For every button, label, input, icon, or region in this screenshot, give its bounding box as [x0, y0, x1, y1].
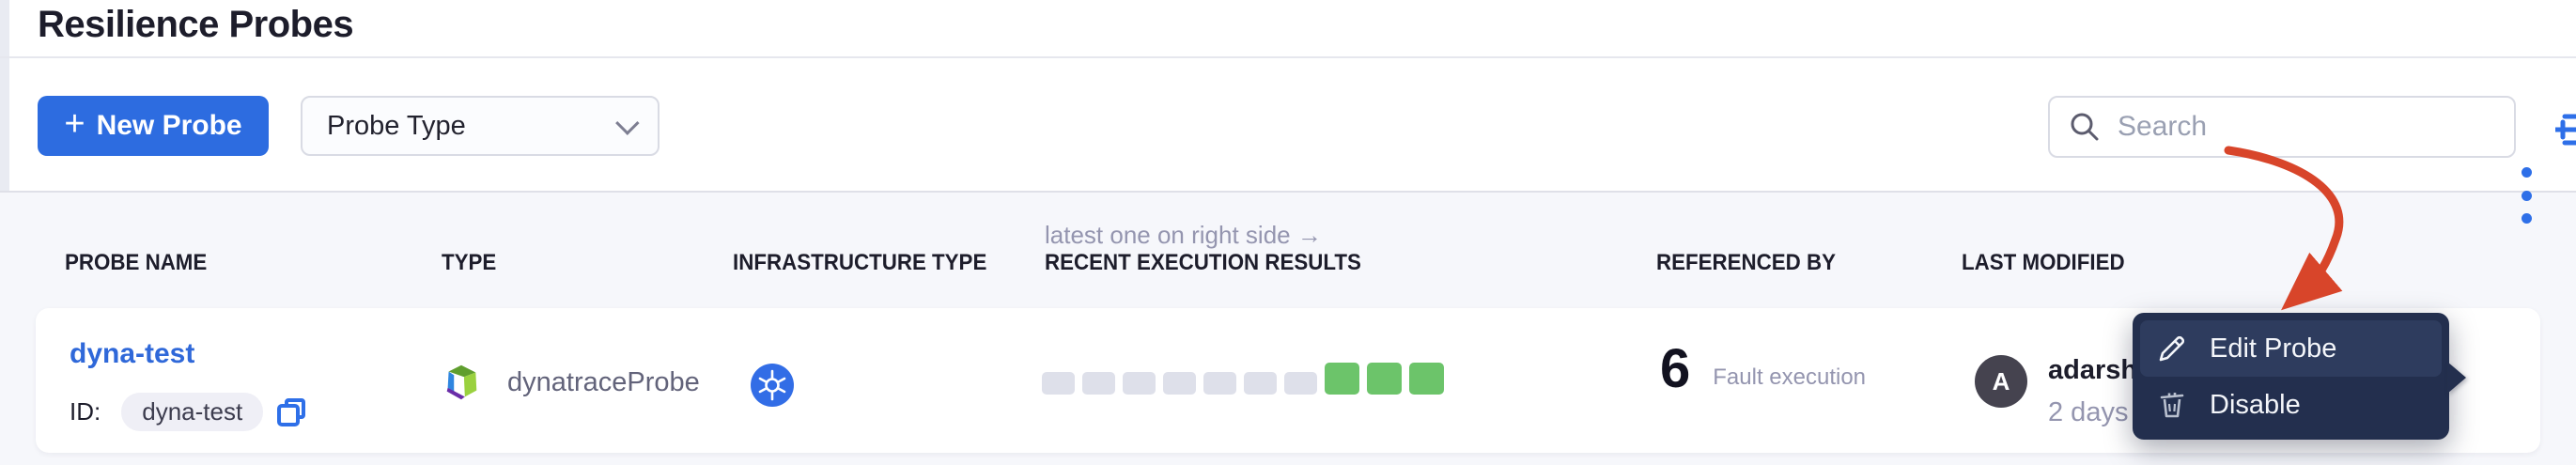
kebab-dot [2521, 167, 2532, 178]
kebab-dot [2521, 213, 2532, 224]
probe-id-label: ID: [70, 397, 101, 426]
execution-status-square-none[interactable] [1082, 372, 1115, 395]
probe-id-row: ID: dyna-test [70, 393, 308, 431]
menu-item-label: Disable [2210, 389, 2301, 420]
filter-settings-icon[interactable] [2555, 109, 2576, 150]
trash-icon [2160, 393, 2184, 418]
kubernetes-icon [751, 364, 794, 407]
probes-table: latest one on right side → PROBE NAME TY… [0, 191, 2576, 465]
probe-type-label: dynatraceProbe [507, 366, 700, 397]
probe-name-link[interactable]: dyna-test [70, 338, 195, 369]
page-title: Resilience Probes [38, 4, 354, 45]
execution-status-square-none[interactable] [1244, 372, 1277, 395]
search-box[interactable] [2048, 96, 2516, 158]
column-header-recent-execution-results: RECENT EXECUTION RESULTS [1045, 250, 1361, 275]
search-icon [2071, 113, 2099, 141]
execution-status-square-none[interactable] [1042, 372, 1075, 395]
probe-type-dropdown[interactable]: Probe Type [301, 96, 660, 156]
last-modified-cell: A adarsh 2 days a [1975, 334, 2138, 428]
referenced-by-count: 6 [1660, 338, 1691, 399]
menu-item-label: Edit Probe [2210, 333, 2337, 364]
column-header-referenced-by: REFERENCED BY [1656, 250, 1836, 275]
column-header-type: TYPE [442, 250, 497, 275]
new-probe-button[interactable]: + New Probe [38, 96, 269, 156]
column-header-last-modified: LAST MODIFIED [1962, 250, 2125, 275]
kebab-dot [2521, 190, 2532, 201]
copy-icon[interactable] [276, 396, 308, 428]
row-actions-kebab-menu[interactable] [2510, 167, 2542, 224]
menu-item-edit-probe[interactable]: Edit Probe [2140, 320, 2442, 377]
infrastructure-type-cell [750, 363, 795, 412]
execution-results-note: latest one on right side → [1045, 221, 1322, 249]
referenced-by-cell: 6 Fault execution [1660, 342, 1866, 396]
pencil-icon [2159, 335, 2185, 362]
plus-icon: + [64, 104, 85, 144]
execution-status-square-passed[interactable] [1325, 363, 1359, 395]
execution-results [1042, 361, 1444, 395]
chevron-down-icon [615, 111, 640, 135]
probe-id-value: dyna-test [121, 393, 264, 431]
row-context-menu: Edit Probe Disable [2133, 313, 2466, 440]
table-row[interactable]: dyna-test ID: dyna-test dynatraceProbe [36, 308, 2540, 453]
probe-type-dropdown-label: Probe Type [327, 110, 466, 141]
last-modified-user: adarsh [2048, 355, 2138, 385]
execution-status-square-none[interactable] [1163, 372, 1196, 395]
new-probe-button-label: New Probe [96, 110, 242, 141]
execution-status-square-none[interactable] [1123, 372, 1156, 395]
context-menu-caret [2447, 362, 2466, 394]
execution-status-square-none[interactable] [1203, 372, 1236, 395]
title-divider [0, 56, 2576, 58]
search-input[interactable] [2118, 111, 2495, 143]
last-modified-text: adarsh 2 days a [2048, 334, 2138, 428]
last-modified-time: 2 days a [2048, 397, 2138, 427]
dynatrace-probe-icon [446, 364, 477, 400]
execution-status-square-none[interactable] [1284, 372, 1317, 395]
probe-type-cell: dynatraceProbe [440, 361, 700, 404]
column-header-infrastructure-type: INFRASTRUCTURE TYPE [733, 250, 987, 275]
column-header-probe-name: PROBE NAME [65, 250, 208, 275]
avatar: A [1975, 355, 2027, 408]
execution-status-square-passed[interactable] [1409, 363, 1444, 395]
menu-item-disable[interactable]: Disable [2140, 377, 2442, 433]
referenced-by-label: Fault execution [1713, 364, 1867, 390]
execution-status-square-passed[interactable] [1367, 363, 1402, 395]
